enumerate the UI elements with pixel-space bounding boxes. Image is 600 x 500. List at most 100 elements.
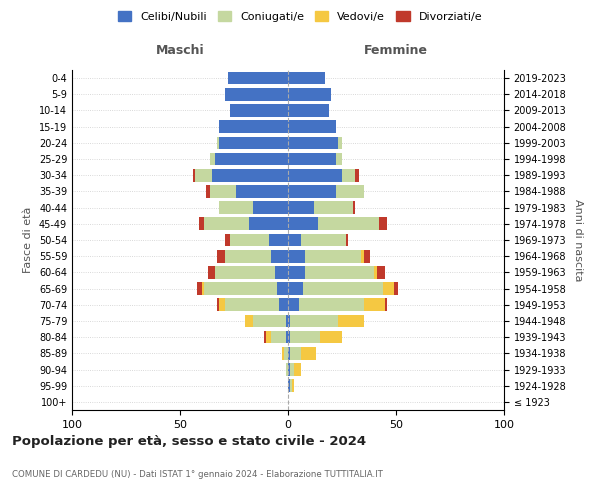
Bar [355, 169, 359, 181]
Bar [264, 331, 266, 344]
Bar [202, 282, 204, 295]
Bar [219, 120, 288, 133]
Bar [230, 234, 269, 246]
Legend: Celibi/Nubili, Coniugati/e, Vedovi/e, Divorziati/e: Celibi/Nubili, Coniugati/e, Vedovi/e, Di… [115, 8, 485, 25]
Bar [217, 136, 219, 149]
Bar [379, 218, 388, 230]
Bar [299, 298, 364, 311]
Bar [377, 266, 385, 278]
Bar [208, 266, 215, 278]
Bar [320, 331, 342, 344]
Bar [245, 314, 253, 328]
Bar [286, 331, 288, 344]
Text: Femmine: Femmine [364, 44, 428, 57]
Bar [374, 266, 377, 278]
Bar [286, 314, 288, 328]
Bar [206, 185, 210, 198]
Bar [212, 169, 288, 181]
Bar [394, 282, 398, 295]
Bar [314, 202, 353, 214]
Y-axis label: Fasce di età: Fasce di età [23, 207, 33, 273]
Bar [253, 202, 288, 214]
Bar [290, 314, 338, 328]
Bar [301, 234, 346, 246]
Bar [217, 250, 226, 262]
Bar [288, 250, 305, 262]
Bar [364, 250, 370, 262]
Bar [288, 88, 331, 101]
Bar [210, 152, 215, 166]
Bar [249, 218, 288, 230]
Bar [305, 266, 374, 278]
Bar [288, 185, 335, 198]
Bar [266, 331, 271, 344]
Bar [361, 250, 364, 262]
Text: Popolazione per età, sesso e stato civile - 2024: Popolazione per età, sesso e stato civil… [12, 435, 366, 448]
Bar [288, 298, 299, 311]
Bar [195, 169, 212, 181]
Bar [271, 331, 286, 344]
Bar [204, 282, 277, 295]
Bar [338, 136, 342, 149]
Bar [288, 282, 303, 295]
Bar [342, 169, 355, 181]
Bar [290, 331, 320, 344]
Bar [277, 282, 288, 295]
Bar [275, 266, 288, 278]
Text: Maschi: Maschi [155, 44, 205, 57]
Bar [288, 120, 335, 133]
Bar [364, 298, 385, 311]
Bar [227, 72, 288, 85]
Bar [280, 298, 288, 311]
Bar [284, 347, 288, 360]
Bar [226, 234, 230, 246]
Bar [288, 363, 290, 376]
Bar [230, 104, 288, 117]
Bar [271, 250, 288, 262]
Bar [385, 298, 388, 311]
Bar [335, 185, 364, 198]
Bar [226, 298, 280, 311]
Bar [288, 331, 290, 344]
Bar [295, 363, 301, 376]
Bar [288, 136, 338, 149]
Bar [290, 363, 295, 376]
Bar [318, 218, 379, 230]
Bar [193, 169, 195, 181]
Bar [217, 298, 219, 311]
Bar [288, 104, 329, 117]
Bar [215, 266, 275, 278]
Bar [236, 185, 288, 198]
Bar [219, 136, 288, 149]
Bar [253, 314, 286, 328]
Bar [286, 363, 288, 376]
Bar [219, 298, 226, 311]
Bar [288, 169, 342, 181]
Text: COMUNE DI CARDEDU (NU) - Dati ISTAT 1° gennaio 2024 - Elaborazione TUTTITALIA.IT: COMUNE DI CARDEDU (NU) - Dati ISTAT 1° g… [12, 470, 383, 479]
Bar [204, 218, 249, 230]
Bar [288, 152, 335, 166]
Bar [210, 185, 236, 198]
Bar [288, 347, 290, 360]
Bar [288, 314, 290, 328]
Bar [226, 88, 288, 101]
Bar [219, 202, 253, 214]
Bar [288, 218, 318, 230]
Bar [281, 347, 284, 360]
Bar [288, 234, 301, 246]
Bar [301, 347, 316, 360]
Bar [305, 250, 361, 262]
Bar [303, 282, 383, 295]
Bar [199, 218, 204, 230]
Bar [338, 314, 364, 328]
Bar [197, 282, 202, 295]
Bar [226, 250, 271, 262]
Bar [288, 266, 305, 278]
Bar [335, 152, 342, 166]
Y-axis label: Anni di nascita: Anni di nascita [573, 198, 583, 281]
Bar [290, 380, 292, 392]
Bar [346, 234, 349, 246]
Bar [290, 347, 301, 360]
Bar [288, 202, 314, 214]
Bar [353, 202, 355, 214]
